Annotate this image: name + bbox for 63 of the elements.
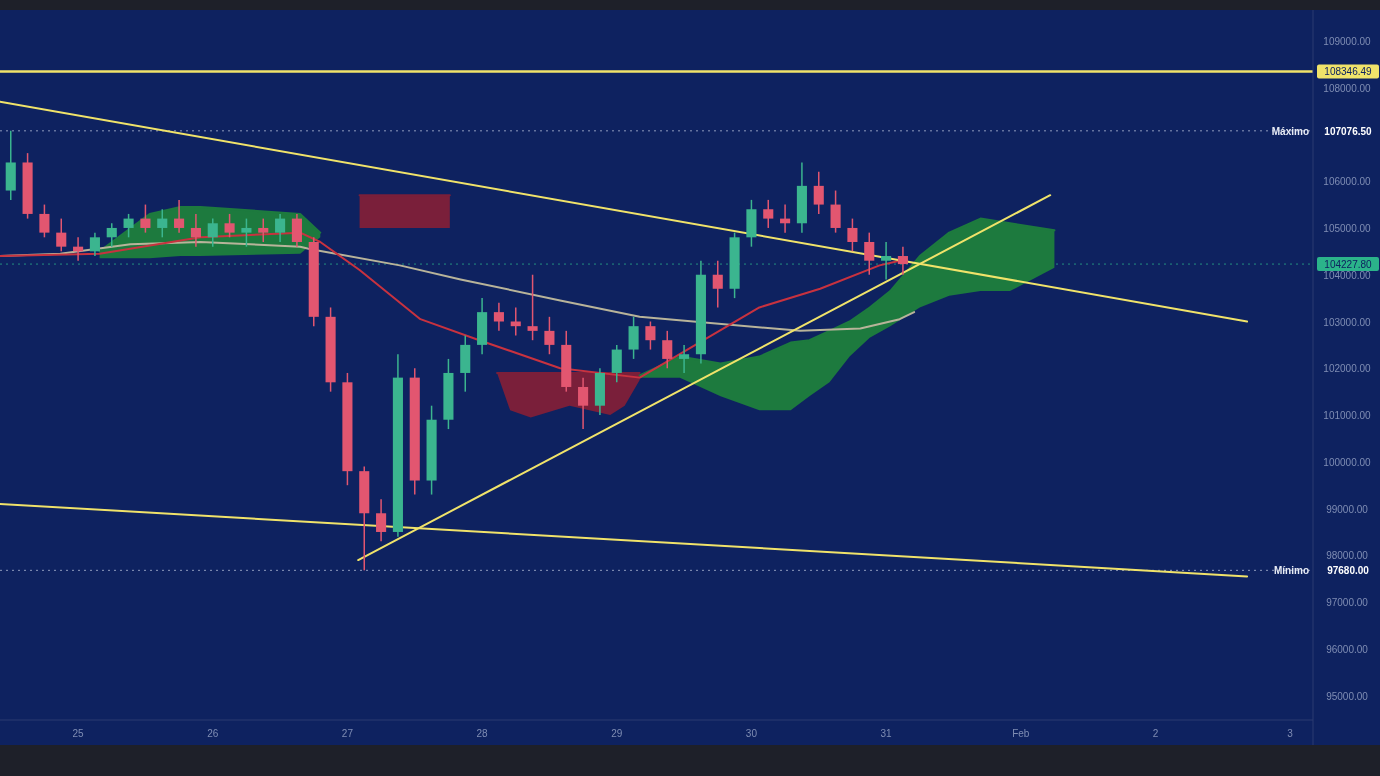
y-tick-label: 106000.00 <box>1323 176 1372 188</box>
annotation: Máximo <box>1271 125 1309 137</box>
candlestick <box>712 259 723 309</box>
candlestick <box>813 171 824 215</box>
x-tick-label: Feb <box>1012 728 1030 739</box>
candlestick <box>224 213 235 239</box>
candlestick <box>275 213 286 243</box>
candlestick <box>527 273 538 341</box>
candlestick <box>207 217 218 248</box>
y-tick-label: 103000.00 <box>1323 316 1372 328</box>
y-tick-label: 100000.00 <box>1323 456 1372 468</box>
candlestick <box>140 203 151 234</box>
candlestick <box>645 320 656 351</box>
candlestick <box>89 231 100 257</box>
candlestick <box>291 213 302 248</box>
candlestick <box>241 217 252 248</box>
candlestick <box>376 498 387 543</box>
x-tick-label: 3 <box>1287 728 1294 739</box>
x-tick-label: 29 <box>611 728 623 739</box>
y-tick-label: 97000.00 <box>1326 597 1369 609</box>
y-tick-label: 105000.00 <box>1323 222 1372 234</box>
x-tick-label: 31 <box>880 728 893 739</box>
y-tick-label: 101000.00 <box>1323 410 1372 422</box>
candlestick <box>544 316 555 355</box>
ref-line-label: 107076.50 <box>1324 125 1373 137</box>
ref-line-label: 97680.00 <box>1327 565 1370 577</box>
y-tick-label: 104000.00 <box>1323 269 1372 281</box>
candlestick <box>157 208 168 239</box>
candlestick <box>763 199 774 229</box>
candlestick <box>174 199 185 234</box>
candlestick <box>847 217 858 253</box>
x-tick-label: 27 <box>341 728 354 739</box>
candlestick <box>56 217 67 253</box>
annotation: Mínimo <box>1274 565 1309 577</box>
candlestick <box>830 189 841 234</box>
y-tick-label: 96000.00 <box>1326 643 1369 655</box>
candlestick <box>864 231 875 276</box>
candlestick <box>897 245 908 276</box>
candlestick <box>578 376 589 430</box>
candlestick <box>190 213 201 248</box>
y-tick-label: 99000.00 <box>1326 503 1369 515</box>
candlestick <box>106 222 117 248</box>
x-tick-label: 2 <box>1152 728 1159 739</box>
y-tick-label: 95000.00 <box>1326 690 1369 702</box>
x-tick-label: 30 <box>745 728 758 739</box>
candlestick <box>881 241 892 281</box>
y-tick-label: 108000.00 <box>1323 82 1372 94</box>
candlestick <box>493 302 504 332</box>
y-tick-label: 102000.00 <box>1323 363 1372 375</box>
candlestick <box>611 344 622 384</box>
candlestick <box>39 203 50 239</box>
x-tick-label: 25 <box>72 728 85 739</box>
candlestick <box>258 217 269 243</box>
y-tick-label: 98000.00 <box>1326 550 1369 562</box>
candlestick <box>628 316 639 360</box>
candlestick <box>662 330 673 370</box>
y-tick-label: 109000.00 <box>1323 35 1372 47</box>
x-tick-label: 28 <box>476 728 489 739</box>
ref-line-label: 104227.80 <box>1324 259 1373 271</box>
candlestick <box>123 213 134 239</box>
candlestick <box>679 344 690 374</box>
ref-line-label: 108346.49 <box>1324 66 1373 78</box>
x-tick-label: 26 <box>207 728 219 739</box>
